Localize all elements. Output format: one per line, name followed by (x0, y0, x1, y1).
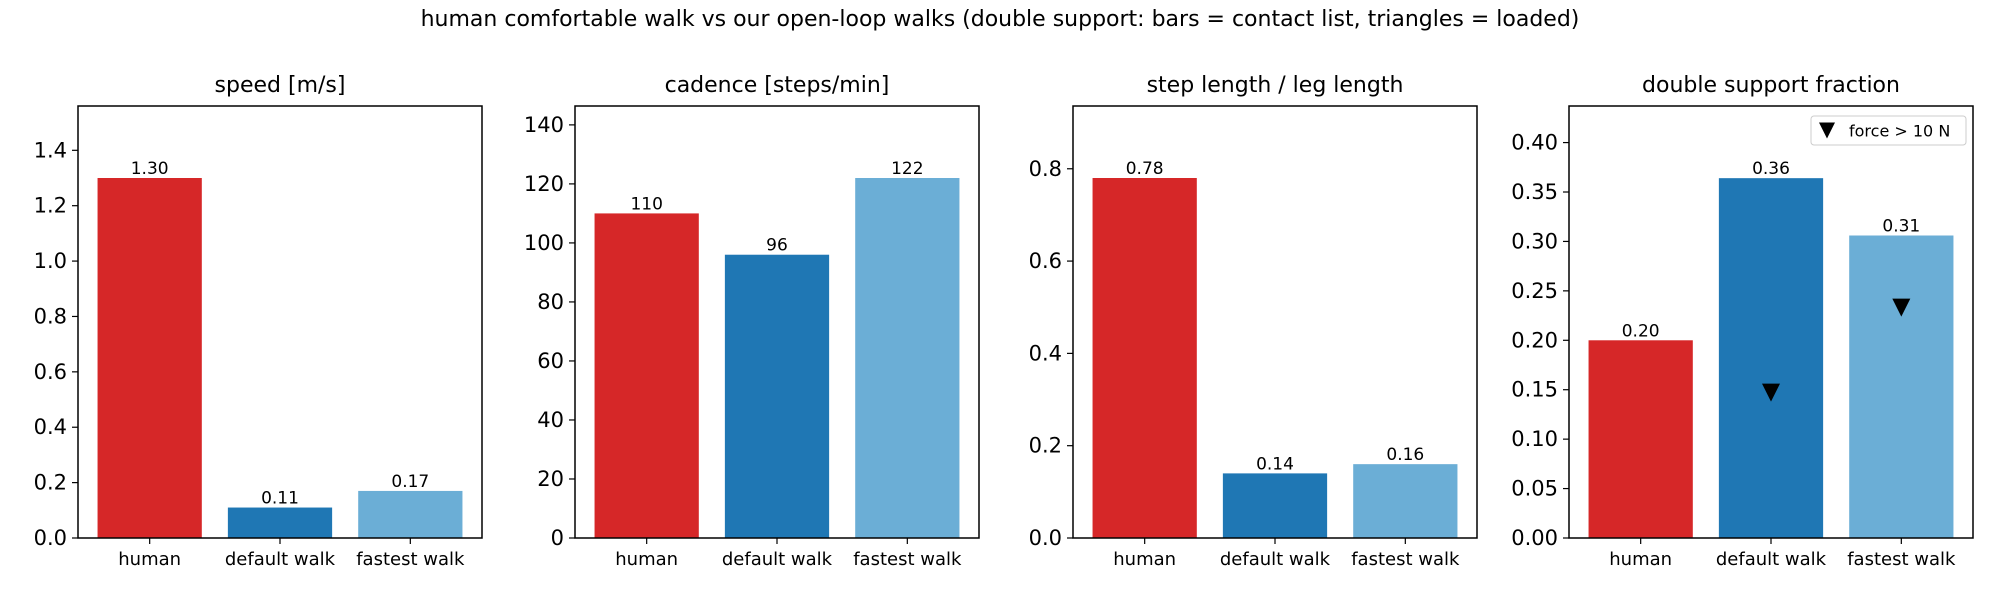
panel-4-legend-label: force > 10 N (1849, 122, 1950, 141)
panel-4-ytick-label: 0.40 (1511, 131, 1558, 155)
panel-1-ytick-label: 0.0 (34, 526, 67, 550)
panel-4-bar-human (1588, 340, 1693, 538)
panel-4-axes-frame (1568, 105, 1974, 539)
panel-4-ytick-label: 0.30 (1511, 229, 1558, 253)
panel-4-data-label-fastest-walk: 0.31 (1882, 217, 1920, 237)
panel-4-ytick-label: 0.20 (1511, 328, 1558, 352)
panel-1-data-label-default-walk: 0.11 (261, 489, 299, 509)
panel-2-axes-frame (574, 105, 980, 539)
panel-4-ytick-label: 0.25 (1511, 279, 1558, 303)
panel-2-ytick-label: 0 (551, 526, 564, 550)
panel-1-bar-fastest-walk (358, 490, 463, 538)
panel-3-bar-human (1092, 178, 1197, 538)
panel-1-ytick-label: 0.4 (34, 415, 67, 439)
panel-2-ytick-label: 60 (537, 349, 564, 373)
panel-3-bar-default-walk (1222, 473, 1328, 538)
panel-1-bar-default-walk (227, 507, 333, 538)
panel-4-bar-default-walk (1718, 178, 1824, 538)
panel-3-ytick-label: 0.0 (1029, 526, 1062, 550)
panel-1-title: speed [m/s] (215, 73, 346, 98)
panel-3-xtick-label-fastest-walk: fastest walk (1351, 549, 1460, 570)
panel-4-data-label-human: 0.20 (1622, 321, 1660, 341)
panel-4-legend-box (1810, 115, 1967, 146)
panel-3-data-label-default-walk: 0.14 (1256, 454, 1294, 474)
panel-3-title: step length / leg length (1147, 73, 1404, 98)
panel-4-data-label-default-walk: 0.36 (1752, 159, 1790, 179)
panel-2-ytick-label: 120 (524, 172, 564, 196)
panel-4-xtick-label-human: human (1609, 549, 1672, 570)
panel-1-ytick-label: 0.2 (34, 471, 67, 495)
panel-4-xtick-label-default-walk: default walk (1716, 549, 1827, 570)
panel-1-ytick-label: 1.0 (34, 249, 67, 273)
panel-3-xtick-label-human: human (1113, 549, 1176, 570)
panel-1-ytick-label: 0.6 (34, 360, 67, 384)
panel-1-bar-human (97, 178, 202, 538)
panel-4-ytick-label: 0.05 (1511, 477, 1558, 501)
panel-4-legend-marker (1819, 122, 1835, 139)
panel-2-ytick-label: 80 (537, 290, 564, 314)
panel-4-marker-fastest-walk (1892, 298, 1911, 317)
panel-2-data-label-default-walk: 96 (766, 236, 788, 256)
panel-2-bar-fastest-walk (855, 178, 960, 538)
panel-3-axes-frame (1072, 105, 1478, 539)
panel-1-xtick-label-default-walk: default walk (225, 549, 336, 570)
panel-2-xtick-label-fastest-walk: fastest walk (853, 549, 962, 570)
panel-2-ytick-label: 140 (524, 113, 564, 137)
panel-2-ytick-label: 20 (537, 467, 564, 491)
panel-2-xtick-label-human: human (615, 549, 678, 570)
panel-2-xtick-label-default-walk: default walk (722, 549, 833, 570)
panel-1-data-label-fastest-walk: 0.17 (391, 472, 429, 492)
panel-3-ytick-label: 0.2 (1029, 434, 1062, 458)
panel-3-data-label-fastest-walk: 0.16 (1386, 445, 1424, 465)
panel-2-data-label-fastest-walk: 122 (891, 159, 923, 179)
panel-3-ytick-label: 0.4 (1029, 341, 1062, 365)
panel-1-xtick-label-human: human (118, 549, 181, 570)
panel-2-data-label-human: 110 (630, 194, 662, 214)
panel-3-ytick-label: 0.8 (1029, 157, 1062, 181)
panel-3-data-label-human: 0.78 (1126, 159, 1164, 179)
panel-2-ytick-label: 100 (524, 231, 564, 255)
panel-1-data-label-human: 1.30 (131, 159, 169, 179)
panel-4-xtick-label-fastest-walk: fastest walk (1847, 549, 1956, 570)
panel-2-bar-default-walk (724, 254, 830, 538)
panel-2-ytick-label: 40 (537, 408, 564, 432)
panel-3-xtick-label-default-walk: default walk (1220, 549, 1331, 570)
panel-2-bar-human (594, 213, 699, 538)
panel-1-axes-frame (77, 105, 483, 539)
figure-title: human comfortable walk vs our open-loop … (420, 7, 1580, 32)
panel-4-marker-default-walk (1762, 383, 1780, 402)
panel-1-ytick-label: 1.2 (34, 194, 67, 218)
panel-4-ytick-label: 0.15 (1511, 378, 1558, 402)
panel-3-ytick-label: 0.6 (1029, 249, 1062, 273)
panel-1-ytick-label: 0.8 (34, 304, 67, 328)
panel-4-title: double support fraction (1642, 73, 1900, 98)
panel-1-xtick-label-fastest-walk: fastest walk (356, 549, 465, 570)
panel-3-bar-fastest-walk (1353, 464, 1458, 538)
panel-4-ytick-label: 0.10 (1511, 427, 1558, 451)
panel-1-ytick-label: 1.4 (34, 138, 67, 162)
panel-2-title: cadence [steps/min] (665, 73, 890, 98)
panel-4-ytick-label: 0.35 (1511, 180, 1558, 204)
panel-4-bar-fastest-walk (1849, 235, 1954, 538)
panel-4-ytick-label: 0.00 (1511, 526, 1558, 550)
